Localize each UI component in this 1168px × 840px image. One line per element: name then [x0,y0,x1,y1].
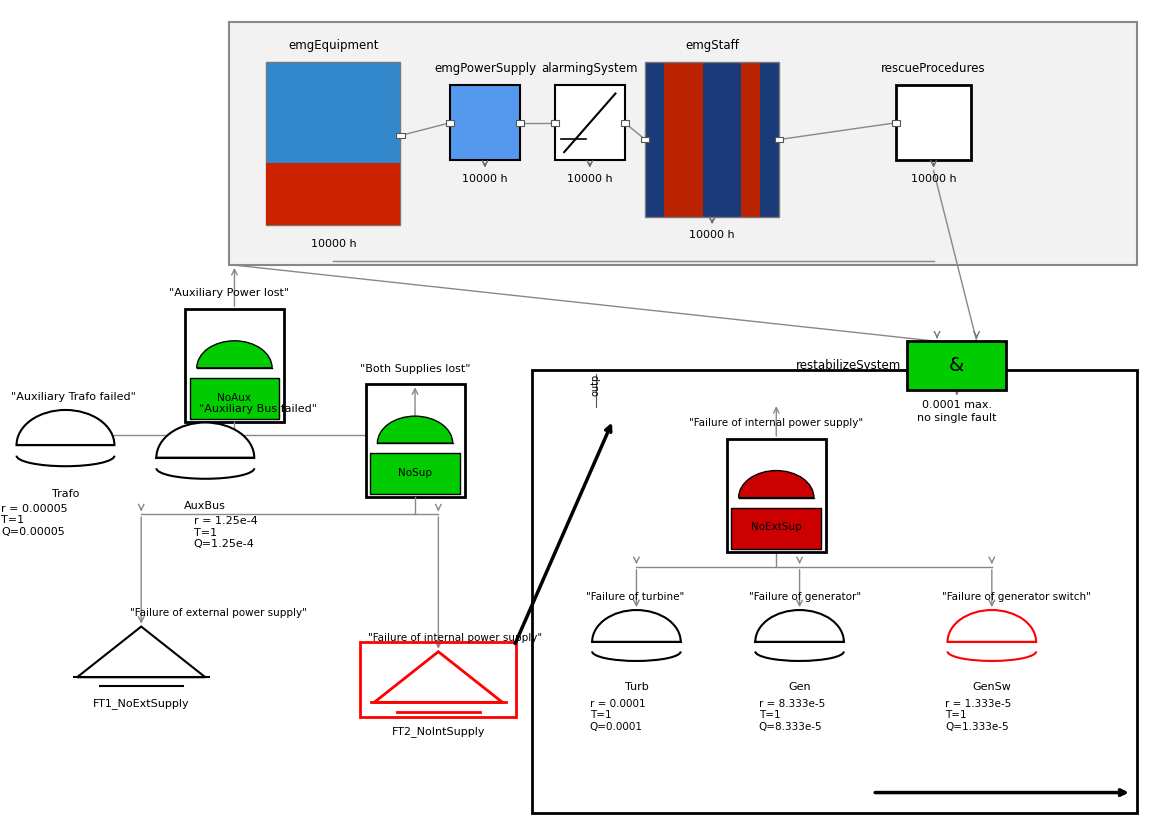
Text: r = 0.0001
T=1
Q=0.0001: r = 0.0001 T=1 Q=0.0001 [590,699,646,732]
Text: 0.0001 max.: 0.0001 max. [922,400,992,410]
FancyBboxPatch shape [683,62,703,217]
FancyBboxPatch shape [760,62,779,217]
Text: "Failure of generator switch": "Failure of generator switch" [941,591,1091,601]
FancyBboxPatch shape [450,85,520,160]
Text: "Both Supplies lost": "Both Supplies lost" [360,364,471,374]
Text: "Auxiliary Power lost": "Auxiliary Power lost" [168,288,288,298]
Wedge shape [738,470,814,497]
Text: emgStaff: emgStaff [686,39,739,52]
Text: Turb: Turb [625,682,648,692]
FancyBboxPatch shape [366,385,465,497]
Wedge shape [592,610,681,642]
FancyBboxPatch shape [722,62,741,217]
Wedge shape [157,423,255,458]
FancyBboxPatch shape [645,62,665,217]
FancyBboxPatch shape [703,62,722,217]
FancyBboxPatch shape [229,23,1138,265]
FancyBboxPatch shape [531,370,1138,813]
FancyBboxPatch shape [185,309,284,422]
Text: &: & [950,356,965,375]
Text: "Auxiliary Trafo failed": "Auxiliary Trafo failed" [11,391,135,402]
Text: "Failure of turbine": "Failure of turbine" [586,591,684,601]
Text: Trafo: Trafo [51,489,79,499]
FancyBboxPatch shape [726,438,826,552]
Text: alarmingSystem: alarmingSystem [542,62,638,75]
Text: outp: outp [591,374,600,396]
Text: 10000 h: 10000 h [463,174,508,184]
FancyBboxPatch shape [370,454,460,494]
Text: 10000 h: 10000 h [911,174,957,184]
Text: r = 8.333e-5
T=1
Q=8.333e-5: r = 8.333e-5 T=1 Q=8.333e-5 [759,699,825,732]
Text: restabilizeSystem: restabilizeSystem [797,359,902,372]
FancyBboxPatch shape [731,508,821,549]
Text: rescueProcedures: rescueProcedures [881,62,986,75]
FancyBboxPatch shape [396,133,404,139]
FancyBboxPatch shape [641,137,649,143]
Text: 10000 h: 10000 h [689,230,735,240]
Text: NoExtSup: NoExtSup [751,522,801,533]
Text: "Failure of internal power supply": "Failure of internal power supply" [368,633,543,643]
Text: GenSw: GenSw [973,682,1011,692]
FancyBboxPatch shape [891,120,899,126]
Text: FT2_NoIntSupply: FT2_NoIntSupply [391,726,485,737]
FancyBboxPatch shape [776,137,784,143]
FancyBboxPatch shape [896,85,972,160]
Text: NoSup: NoSup [398,468,432,478]
Text: "Failure of external power supply": "Failure of external power supply" [130,608,306,618]
Text: FT1_NoExtSupply: FT1_NoExtSupply [93,698,189,709]
Text: AuxBus: AuxBus [185,501,227,512]
FancyBboxPatch shape [266,163,401,225]
Text: NoAux: NoAux [217,392,251,402]
Text: emgEquipment: emgEquipment [288,39,378,52]
Text: r = 1.25e-4
T=1
Q=1.25e-4: r = 1.25e-4 T=1 Q=1.25e-4 [194,517,257,549]
Text: r = 1.333e-5
T=1
Q=1.333e-5: r = 1.333e-5 T=1 Q=1.333e-5 [945,699,1011,732]
Wedge shape [16,410,114,445]
FancyBboxPatch shape [665,62,683,217]
FancyBboxPatch shape [741,62,760,217]
FancyBboxPatch shape [266,62,401,225]
FancyBboxPatch shape [908,341,1007,390]
Text: r = 0.00005
T=1
Q=0.00005: r = 0.00005 T=1 Q=0.00005 [1,504,68,537]
Text: emgPowerSupply: emgPowerSupply [433,62,536,75]
Text: "Failure of internal power supply": "Failure of internal power supply" [689,418,863,428]
Wedge shape [196,341,272,368]
FancyBboxPatch shape [551,120,559,126]
Text: Gen: Gen [788,682,811,692]
FancyBboxPatch shape [189,378,279,419]
Text: 10000 h: 10000 h [311,239,356,249]
Wedge shape [756,610,843,642]
FancyBboxPatch shape [555,85,625,160]
Text: "Failure of generator": "Failure of generator" [750,591,862,601]
Text: 10000 h: 10000 h [566,174,613,184]
Text: "Auxiliary Bus failed": "Auxiliary Bus failed" [200,404,318,414]
FancyBboxPatch shape [620,120,628,126]
Wedge shape [377,416,453,444]
FancyBboxPatch shape [446,120,454,126]
Wedge shape [947,610,1036,642]
Text: no single fault: no single fault [917,413,996,423]
FancyBboxPatch shape [516,120,524,126]
